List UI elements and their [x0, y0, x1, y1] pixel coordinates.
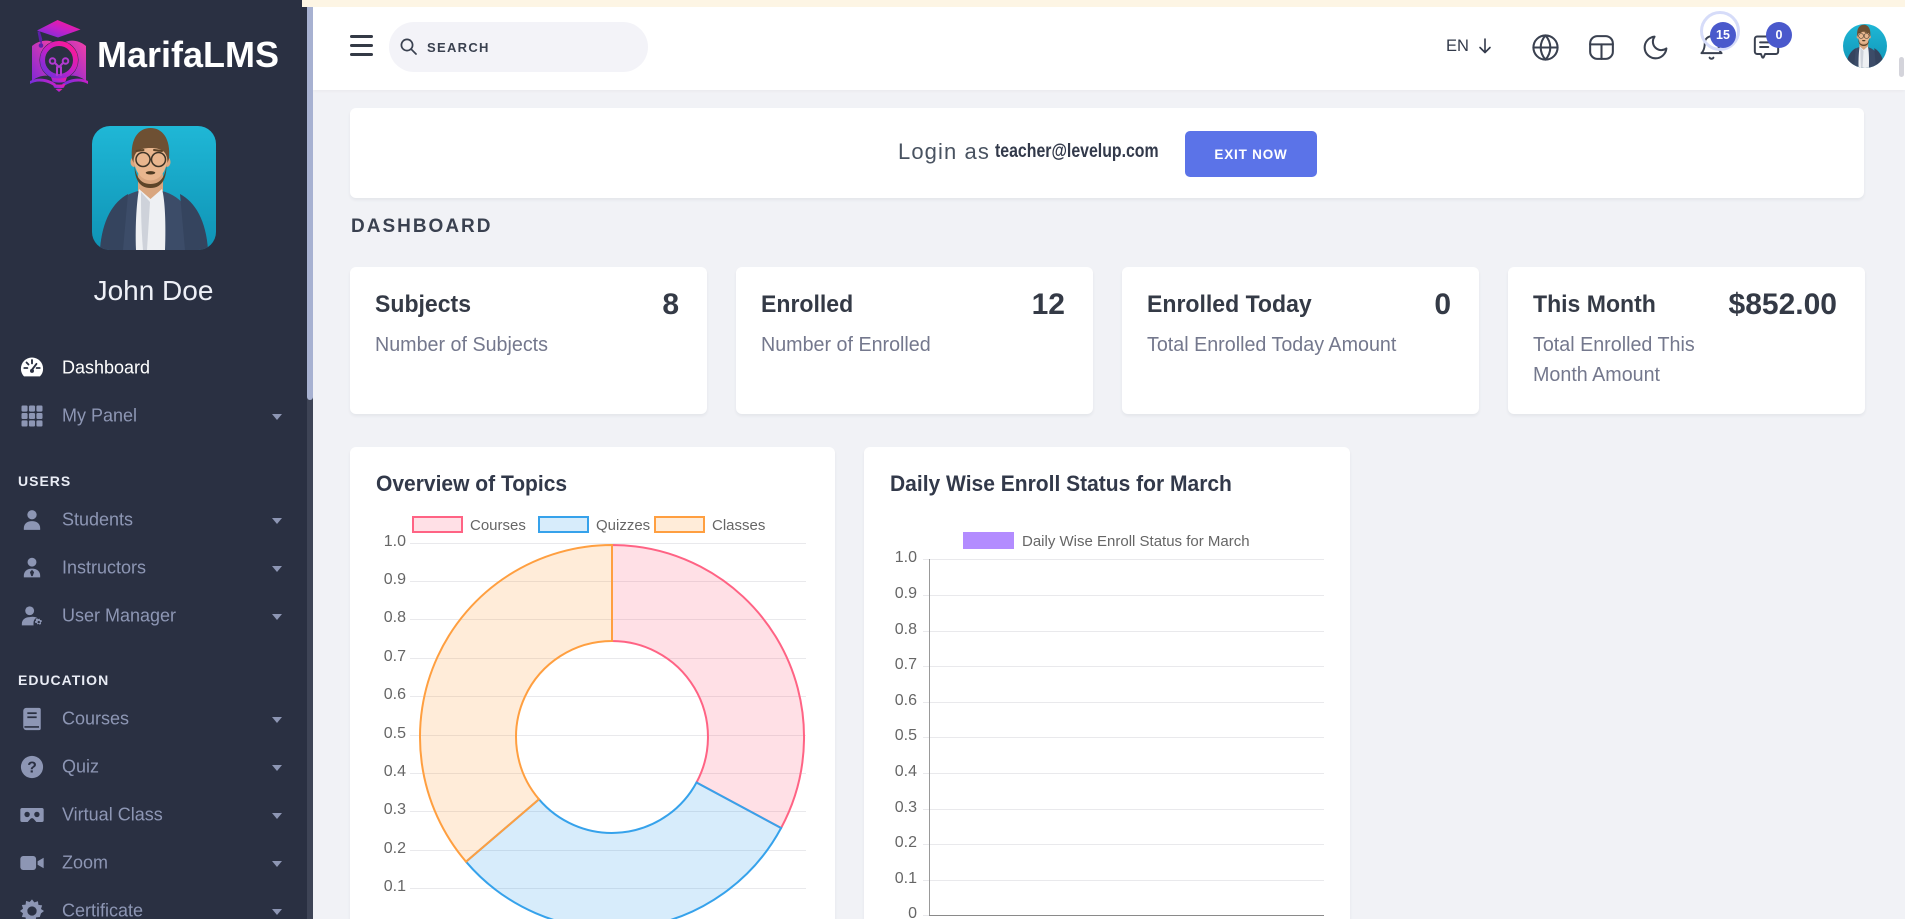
svg-text:?: ?: [27, 759, 37, 776]
